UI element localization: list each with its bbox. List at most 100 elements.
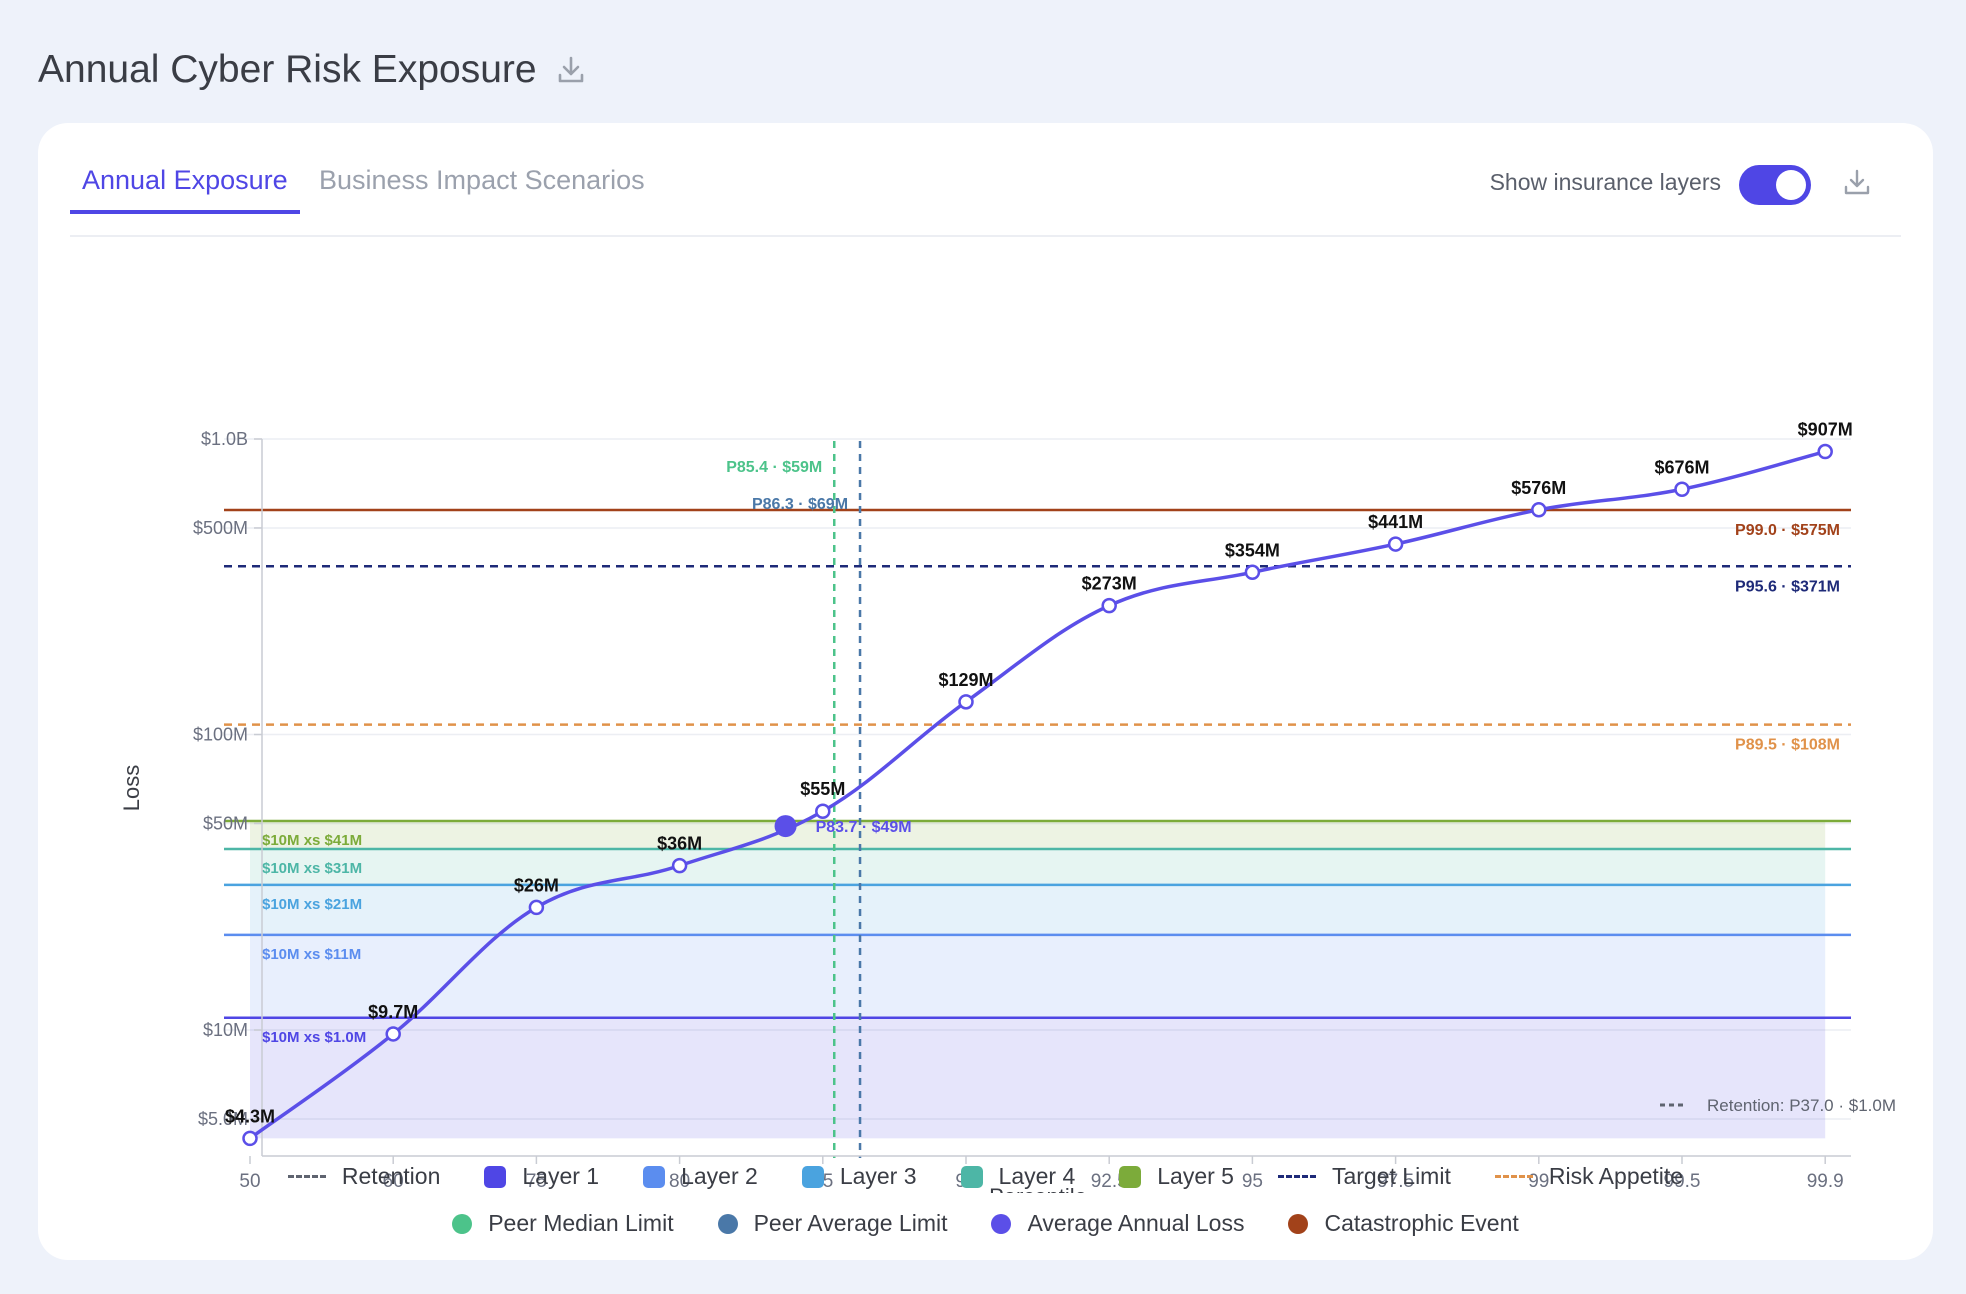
legend-label: Peer Average Limit — [753, 1210, 948, 1236]
data-point — [1817, 443, 1833, 460]
legend-label: Layer 1 — [522, 1163, 600, 1189]
legend-item[interactable]: Peer Average Limit — [717, 1210, 948, 1237]
x-tick-label: 99.9 — [1807, 1171, 1844, 1192]
legend-swatch — [287, 1175, 326, 1178]
legend-item[interactable]: Average Annual Loss — [991, 1210, 1244, 1237]
toggle-label: Show insurance layers — [1489, 169, 1721, 195]
x-tick-label: 75 — [526, 1171, 547, 1192]
x-axis-title: Percentile — [989, 1184, 1087, 1193]
data-label: $576M — [1511, 478, 1566, 498]
layer-label: $10M xs $41M — [262, 832, 362, 849]
legend-swatch — [1119, 1165, 1142, 1188]
layer-label: $10M xs $1.0M — [262, 1029, 366, 1046]
legend-item[interactable]: Peer Median Limit — [452, 1210, 674, 1237]
legend-item[interactable]: Layer 3 — [801, 1163, 917, 1190]
x-tick-label: 80 — [669, 1171, 690, 1192]
legend-item[interactable]: Catastrophic Event — [1288, 1210, 1519, 1237]
data-label: $676M — [1654, 457, 1709, 477]
legend-row: Retention Layer 1 Layer 2 Layer 3 Layer 4 Lay… — [38, 1163, 1933, 1190]
legend-swatch — [1288, 1213, 1309, 1234]
x-tick-label: 97.5 — [1377, 1171, 1414, 1192]
legend-label: Target Limit — [1331, 1163, 1451, 1189]
x-tick-label: 99 — [1528, 1171, 1549, 1192]
legend-swatch — [991, 1213, 1012, 1234]
layer-band — [250, 934, 1826, 1018]
data-point — [528, 899, 545, 916]
legend-item[interactable]: Layer 1 — [484, 1163, 599, 1190]
y-tick-label: $10M — [203, 1020, 248, 1040]
layer-band — [250, 884, 1826, 935]
legend-swatch — [717, 1213, 738, 1234]
legend-item[interactable]: Layer 5 — [1119, 1163, 1234, 1190]
legend-swatch — [452, 1213, 473, 1234]
data-label: $907M — [1798, 420, 1853, 440]
y-tick-label: $500M — [193, 518, 248, 538]
tab-annual-exposure[interactable]: Annual Exposure — [70, 165, 300, 214]
legend-label: Risk Appetite — [1548, 1163, 1684, 1189]
page-title-text: Annual Cyber Risk Exposure — [38, 48, 537, 91]
legend-swatch — [801, 1165, 824, 1188]
legend-swatch — [1494, 1175, 1533, 1178]
reference-line-label: P99.0 · $575M — [1735, 522, 1840, 539]
download-icon[interactable] — [1841, 167, 1873, 204]
data-point — [671, 857, 688, 874]
y-tick-label: $100M — [193, 725, 248, 745]
data-label: $4.3M — [225, 1106, 275, 1126]
data-point — [242, 1130, 258, 1147]
data-point — [1101, 597, 1117, 614]
legend-swatch — [960, 1165, 983, 1188]
data-point — [1387, 536, 1404, 552]
y-tick-label: $50M — [203, 813, 248, 833]
peer-line-label: P86.3 · $69M — [752, 496, 848, 513]
x-tick-label: 92.5 — [1091, 1171, 1128, 1192]
reference-line-label: P89.5 · $108M — [1735, 737, 1840, 754]
layer-label: $10M xs $11M — [262, 946, 361, 963]
legend-item[interactable]: Layer 4 — [960, 1163, 1076, 1190]
legend-swatch — [484, 1165, 507, 1188]
legend-label: Peer Median Limit — [488, 1210, 674, 1236]
toggle-knob — [1776, 170, 1806, 200]
average-annual-loss-label: P83.7 · $49M — [816, 819, 912, 836]
average-annual-loss-marker — [774, 815, 797, 838]
x-tick-label: 99.5 — [1664, 1171, 1701, 1192]
data-point — [958, 694, 974, 710]
data-label: $26M — [514, 875, 559, 895]
data-label: $36M — [657, 834, 702, 854]
insurance-layers-toggle[interactable] — [1739, 165, 1811, 205]
tab-business-impact-scenarios[interactable]: Business Impact Scenarios — [319, 165, 645, 195]
page-title: Annual Cyber Risk Exposure — [38, 48, 587, 92]
data-label: $273M — [1082, 574, 1137, 594]
reference-line-label: P95.6 · $371M — [1735, 578, 1840, 595]
layer-label: $10M xs $31M — [262, 860, 362, 877]
legend-swatch — [643, 1165, 666, 1188]
chart-card: Annual Exposure Business Impact Scenario… — [38, 123, 1933, 1260]
legend-label: Layer 5 — [1157, 1163, 1234, 1189]
data-point — [1244, 564, 1261, 581]
legend-item[interactable]: Risk Appetite — [1494, 1163, 1684, 1190]
legend-item[interactable]: Retention — [287, 1163, 440, 1190]
legend-item[interactable]: Layer 2 — [643, 1163, 758, 1190]
retention-note: Retention: P37.0 · $1.0M — [1707, 1096, 1896, 1115]
data-point — [1674, 481, 1690, 498]
data-label: $129M — [938, 670, 993, 690]
data-label: $9.7M — [368, 1002, 418, 1022]
exceedance-curve — [248, 449, 1826, 1140]
layer-band — [250, 848, 1826, 885]
x-tick-label: 60 — [383, 1171, 404, 1192]
y-axis-title: Loss — [119, 765, 144, 811]
y-tick-label: $1.0B — [201, 429, 248, 449]
legend-label: Average Annual Loss — [1027, 1210, 1245, 1236]
legend-label: Layer 2 — [681, 1163, 758, 1189]
layer-band — [250, 820, 1826, 849]
data-label: $354M — [1225, 540, 1280, 560]
loss-exceedance-chart: $10M xs $1.0M $10M xs $11M $10M xs $21M $10… — [119, 420, 1896, 1193]
legend-label: Layer 3 — [839, 1163, 917, 1189]
download-icon[interactable] — [555, 54, 587, 86]
data-point — [385, 1026, 401, 1042]
x-tick-label: 95 — [1242, 1171, 1263, 1192]
legend-item[interactable]: Target Limit — [1277, 1163, 1451, 1190]
legend-label: Layer 4 — [998, 1163, 1076, 1189]
tab-bar: Annual Exposure Business Impact Scenario… — [70, 123, 1901, 237]
data-label: $441M — [1368, 512, 1423, 532]
x-tick-label: 50 — [239, 1171, 260, 1192]
